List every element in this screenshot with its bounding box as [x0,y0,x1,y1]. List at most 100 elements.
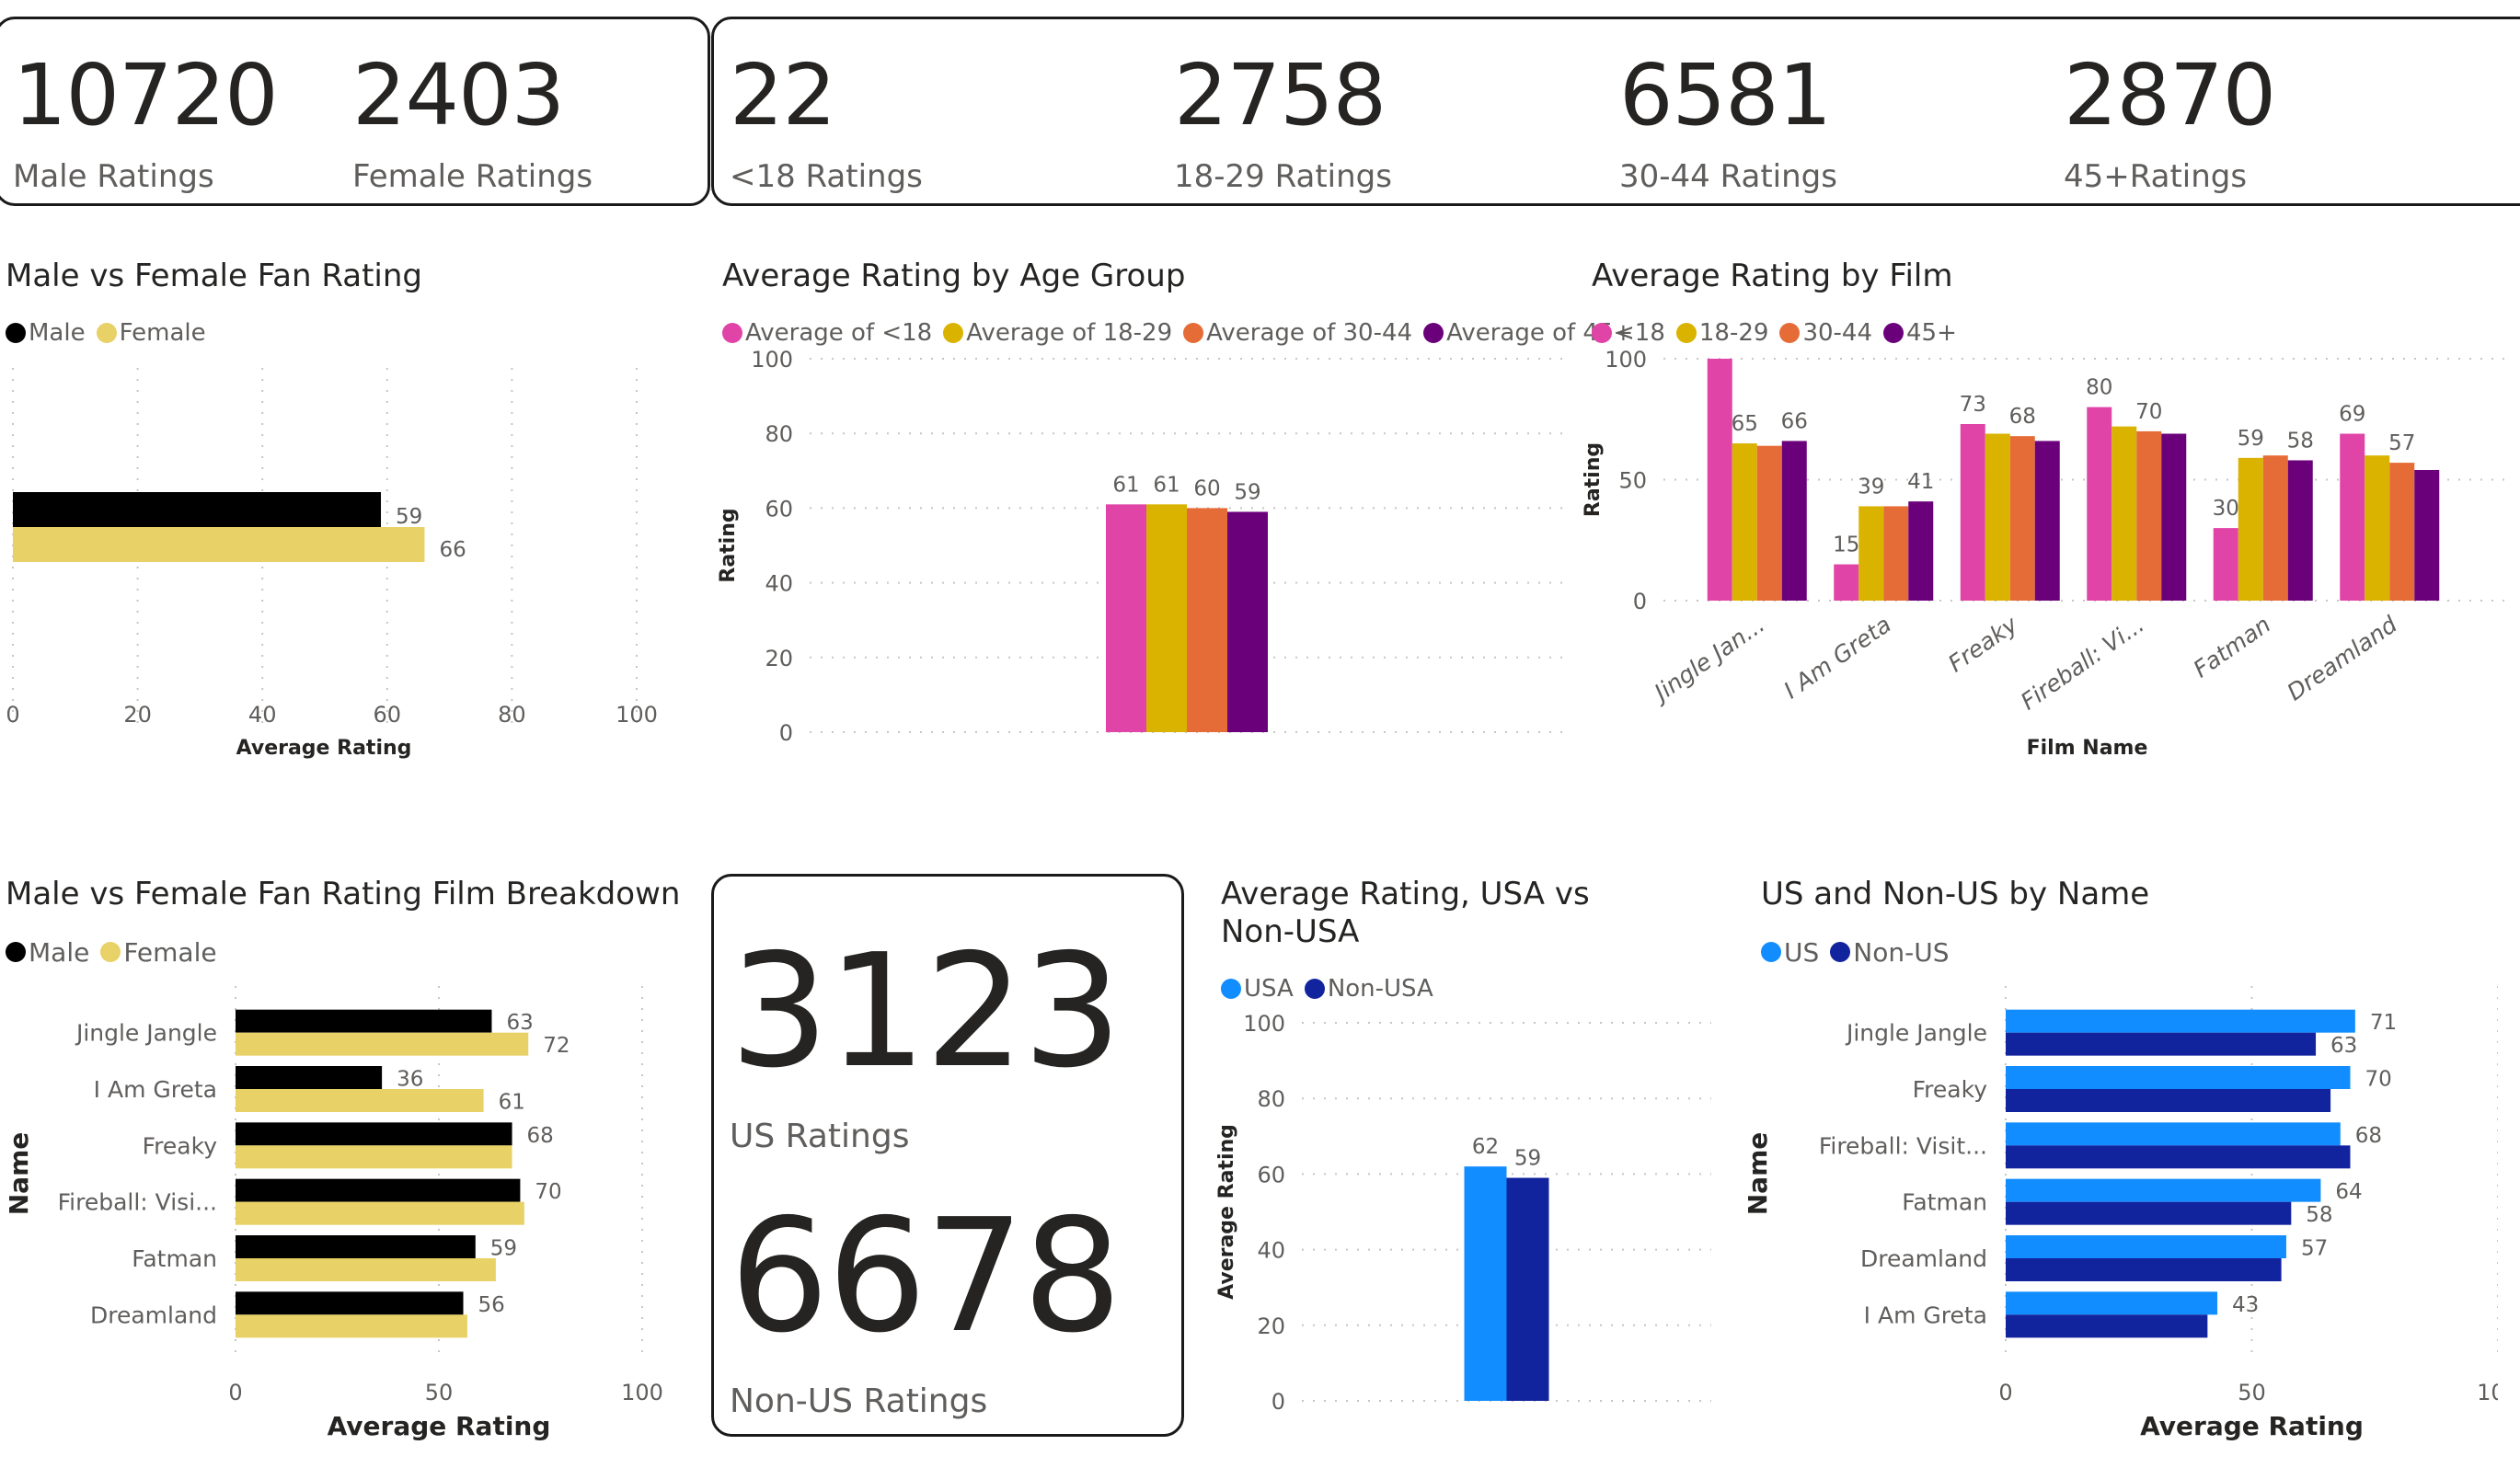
legend-label: Male [29,318,86,347]
data-label: 39 [1858,475,1884,499]
chart-legend: US Non-US [1761,937,2520,968]
legend-label: 18-29 [1698,318,1769,347]
bar-non-us [2006,1201,2292,1225]
bar-18-29 [2112,426,2137,601]
gender-avg-visual[interactable]: Male vs Female Fan Rating Male Female 0 2… [6,258,705,773]
bar--18 [1960,424,1985,601]
data-label: 73 [1960,393,1986,417]
legend-item-male[interactable]: Male [6,319,86,347]
legend-item-us[interactable]: US [1761,937,1819,968]
data-label: 72 [543,1034,570,1058]
x-tick-label: 0 [228,1380,242,1405]
usa-avg-visual[interactable]: Average Rating, USA vs Non-USA USA Non-U… [1215,876,1736,1464]
legend-item-30-44[interactable]: Average of 30-44 [1183,319,1412,347]
bar--18 [2213,528,2238,601]
film-age-visual[interactable]: Average Rating by Film <18 18-29 30-44 4… [1582,258,2520,773]
bar-us [2006,1291,2218,1315]
bar--18 [1707,359,1732,601]
data-label: 59 [490,1237,517,1261]
x-axis-title: Average Rating [236,737,412,760]
legend-item-under18[interactable]: <18 [1592,319,1665,347]
legend-label: Female [123,936,217,968]
kpi-label: 18-29 Ratings [1174,158,1392,195]
film-region-chart: 0 50 100 Average Rating Name Jingle Jangle 71 6… [1743,986,2498,1441]
legend-item-nonusa[interactable]: Non-USA [1304,974,1433,1003]
y-tick-label: 40 [765,571,793,597]
data-label: 68 [2009,405,2036,429]
data-label: 57 [2301,1237,2328,1261]
chart-legend: Male Female [6,319,705,347]
bar-us [2006,1178,2321,1202]
kpi-45plus-ratings: 2870 45+Ratings [2064,46,2276,196]
bar-45- [2161,433,2187,601]
bar-45- [1781,441,1807,601]
legend-item-under18[interactable]: Average of <18 [722,319,932,347]
legend-label: 45+ [1906,318,1957,347]
y-tick-label: 80 [765,421,793,447]
bar-18-29 [2365,455,2390,601]
chart-title: US and Non-US by Name [1761,876,2150,912]
y-tick-label: 60 [1257,1162,1285,1187]
bar-non-us [2006,1032,2317,1056]
legend-dot-icon [1183,322,1204,343]
category-label: Freaky [143,1132,218,1159]
kpi-label: 45+Ratings [2064,158,2248,195]
bar-average-of-45- [1227,511,1268,732]
y-axis-title: Name [4,1132,34,1216]
legend-item-30-44[interactable]: 30-44 [1779,319,1872,347]
y-axis-title: Average Rating [1215,1124,1238,1300]
legend-label: Non-USA [1327,974,1433,1003]
y-axis-title: Rating [718,508,740,582]
data-label: 68 [527,1124,554,1148]
bar-male [236,1066,383,1089]
data-label: 58 [2287,429,2314,453]
category-label: Fatman [1902,1189,1987,1216]
bar-45- [2034,441,2060,601]
chart-legend: Average of <18 Average of 18-29 Average … [722,319,1633,347]
chart-title: Average Rating by Age Group [722,258,1186,294]
bar-18-29 [1732,443,1757,601]
legend-item-usa[interactable]: USA [1221,975,1294,1003]
age-kpi-card [711,17,2520,206]
legend-item-female[interactable]: Female [96,318,206,347]
film-gender-visual[interactable]: Male vs Female Fan Rating Film Breakdown… [4,876,705,1464]
category-label: Jingle Jangle [1845,1020,1987,1047]
y-tick-label: 20 [1257,1313,1285,1339]
data-label: 70 [535,1180,561,1204]
bar-male [236,1178,521,1202]
category-label: I Am Greta [1864,1302,1987,1328]
category-label: I Am Greta [1779,611,1896,704]
y-tick-label: 0 [1272,1389,1285,1415]
kpi-value: 2870 [2064,46,2276,144]
data-label: 62 [1472,1135,1499,1159]
bar-male [236,1009,492,1033]
chart-title-line1: Average Rating, USA vs [1221,876,1590,912]
bar-us [2006,1122,2341,1146]
data-label: 63 [506,1011,533,1035]
legend-dot-icon [6,942,26,963]
category-label: Fatman [2189,611,2275,682]
data-label: 59 [2238,427,2264,451]
x-axis-title: Average Rating [2140,1411,2364,1441]
legend-label: Female [119,318,206,347]
age-avg-visual[interactable]: Average Rating by Age Group Average of <… [718,258,1633,773]
legend-item-18-29[interactable]: 18-29 [1675,318,1769,347]
chart-legend: <18 18-29 30-44 45+ [1592,319,2520,347]
data-label: 66 [1781,409,1808,433]
legend-item-male[interactable]: Male [6,937,89,968]
legend-item-nonus[interactable]: Non-US [1830,937,1949,968]
legend-item-45plus[interactable]: 45+ [1883,319,1957,347]
bar-female [236,1201,524,1225]
kpi-value: 2758 [1174,46,1387,144]
data-label: 59 [1514,1147,1541,1171]
bar-non-us [2006,1314,2208,1338]
legend-dot-icon [1883,322,1904,343]
kpi-male-ratings: 10720 Male Ratings [13,53,279,196]
legend-item-18-29[interactable]: Average of 18-29 [943,319,1172,347]
bar-female [236,1314,467,1338]
data-label: 61 [1153,473,1179,497]
category-label: Freaky [1943,610,2023,677]
film-region-visual[interactable]: US and Non-US by Name US Non-US 0 50 100 Av… [1743,876,2520,1464]
legend-item-female[interactable]: Female [100,936,217,968]
legend-dot-icon [1830,942,1851,963]
